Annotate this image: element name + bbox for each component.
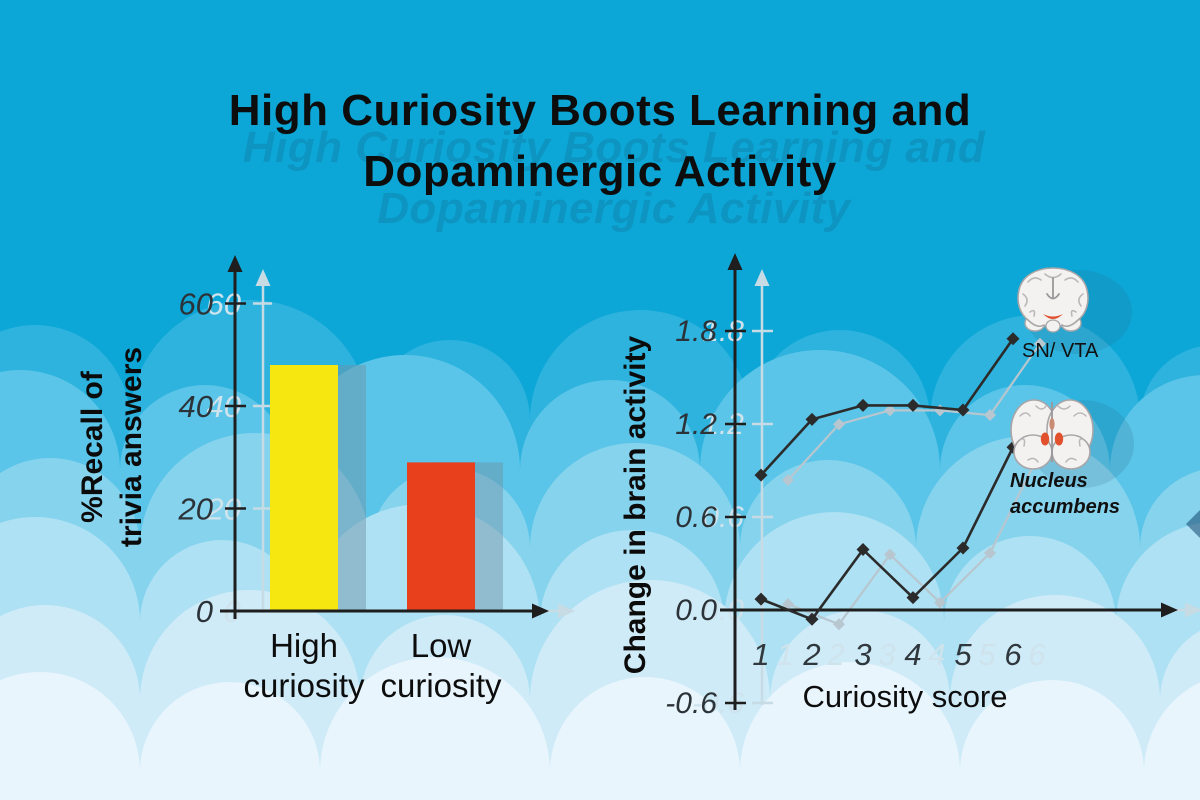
sn-vta-highlight bbox=[1043, 314, 1063, 319]
x-tick-label-ghost: 1 bbox=[776, 637, 793, 672]
title-ghost-line1: High Curiosity Boots Learning and bbox=[242, 123, 986, 172]
y-tick-label: 1.8 bbox=[675, 315, 717, 348]
data-point-marker bbox=[956, 541, 970, 555]
x-tick-label: 3 bbox=[854, 637, 871, 672]
x-tick-label-ghost: 6 bbox=[1028, 637, 1046, 672]
y-tick-label: 40 bbox=[179, 389, 213, 424]
data-point-marker bbox=[1006, 332, 1020, 346]
axis-arrow-up bbox=[754, 269, 770, 286]
data-point-marker-ghost bbox=[884, 404, 896, 417]
title-line2: Dopaminergic Activity bbox=[363, 147, 837, 196]
axis-arrow-right bbox=[532, 603, 549, 619]
y-tick-label: 0.0 bbox=[675, 594, 717, 627]
sn-vta-brain-icon bbox=[1017, 267, 1089, 333]
sn-vta-series-label: SN/ VTA bbox=[1022, 340, 1099, 362]
title-ghost-line2: Dopaminergic Activity bbox=[377, 184, 851, 233]
page-title-ghost: High Curiosity Boots Learning and Dopami… bbox=[14, 117, 1200, 239]
axis-arrow-right bbox=[558, 603, 575, 619]
x-tick-label: 5 bbox=[954, 637, 972, 672]
data-point-marker bbox=[754, 592, 768, 606]
nucleus-accumbens-highlight bbox=[1040, 432, 1050, 446]
data-point-marker-ghost bbox=[984, 409, 996, 422]
data-point-marker-ghost bbox=[934, 404, 946, 417]
y-tick-label: 1.2 bbox=[675, 408, 717, 441]
title-line1: High Curiosity Boots Learning and bbox=[228, 86, 972, 135]
axis-arrow-up bbox=[255, 269, 271, 286]
data-point-marker bbox=[906, 591, 920, 605]
axis-arrow-up bbox=[227, 255, 243, 272]
y-tick-label: 0.6 bbox=[675, 501, 717, 534]
data-point-marker bbox=[805, 412, 819, 426]
x-tick-label-ghost: 4 bbox=[928, 637, 945, 672]
axis-arrow-right bbox=[1161, 602, 1178, 618]
series-line-nucleus-accumbens bbox=[760, 446, 1015, 621]
bar-high-curiosity bbox=[270, 365, 338, 611]
data-point-marker-ghost bbox=[934, 596, 946, 609]
data-point-marker-ghost bbox=[782, 474, 794, 487]
category-label: Low bbox=[411, 627, 472, 664]
axis-arrow-right bbox=[1185, 602, 1200, 618]
x-tick-label: 2 bbox=[802, 637, 820, 672]
y-tick-label: 20 bbox=[178, 492, 213, 527]
nucleus-accumbens-brain-icon bbox=[1010, 399, 1094, 470]
y-tick-label: -0.6 bbox=[665, 687, 717, 720]
series-line-ghost bbox=[787, 451, 1041, 626]
line-chart-x-axis-label: Curiosity score bbox=[803, 679, 1008, 714]
y-tick-label: 60 bbox=[179, 287, 213, 322]
bar-low-curiosity bbox=[407, 462, 475, 611]
line-chart: -0.60.00.61.21.81 2 3 4 5 6-0.60.00.61.21.81 2… bbox=[665, 253, 1200, 720]
data-point-marker-ghost bbox=[984, 547, 996, 559]
category-label: curiosity bbox=[243, 667, 365, 704]
x-tick-label: 1 bbox=[752, 637, 769, 672]
series-line-ghost bbox=[787, 343, 1041, 481]
data-point-marker-ghost bbox=[833, 618, 845, 631]
data-point-marker-ghost bbox=[833, 418, 845, 431]
x-tick-label: 4 bbox=[904, 637, 921, 672]
data-point-marker-ghost bbox=[1034, 337, 1046, 350]
data-point-marker bbox=[805, 612, 819, 626]
axis-arrow-up bbox=[727, 253, 743, 270]
category-label: curiosity bbox=[380, 667, 502, 704]
x-tick-label-ghost: 2 bbox=[826, 637, 844, 672]
data-point-marker-ghost bbox=[884, 548, 896, 561]
page-title: High Curiosity Boots Learning and Dopami… bbox=[0, 80, 1200, 202]
data-point-marker-ghost bbox=[782, 598, 794, 611]
data-point-marker bbox=[906, 398, 920, 412]
x-tick-label-ghost: 5 bbox=[978, 637, 996, 672]
category-label: High bbox=[270, 627, 338, 664]
nucleus-accumbens-series-label: Nucleus accumbens bbox=[1010, 470, 1121, 518]
x-tick-label: 6 bbox=[1004, 637, 1022, 672]
data-point-marker bbox=[856, 398, 870, 412]
data-point-marker bbox=[856, 543, 870, 557]
data-point-marker bbox=[754, 468, 768, 482]
nucleus-accumbens-highlight bbox=[1054, 432, 1064, 446]
series-line-sn-vta bbox=[760, 338, 1015, 477]
x-tick-label-ghost: 3 bbox=[878, 637, 895, 672]
y-tick-label: 0 bbox=[196, 594, 213, 629]
data-point-marker bbox=[956, 403, 970, 417]
